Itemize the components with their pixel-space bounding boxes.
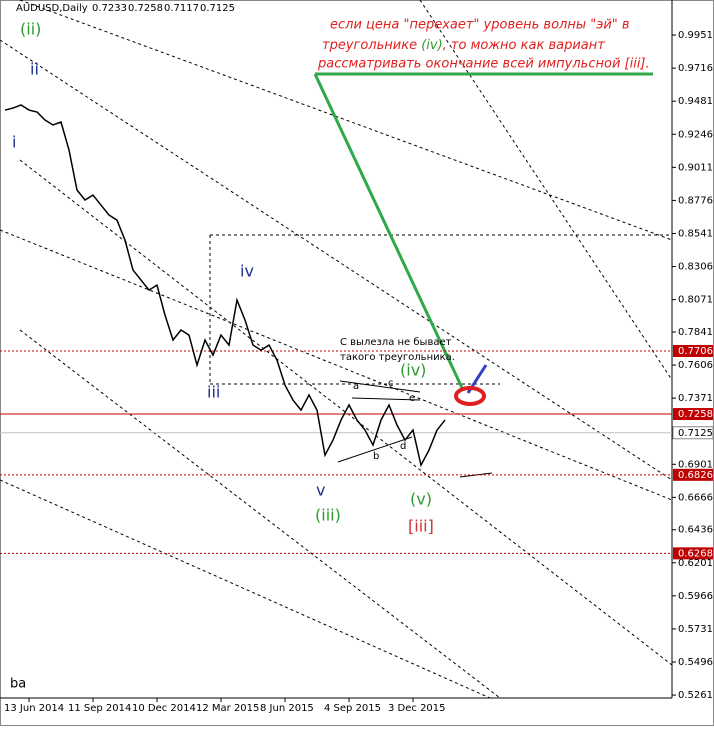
y-tick-label: 0.5966 bbox=[678, 591, 713, 602]
y-tick-label: 0.7841 bbox=[678, 327, 713, 338]
y-tick-label: 0.6901 bbox=[678, 459, 713, 470]
price-label: 0.7125 bbox=[678, 428, 713, 439]
trend-line bbox=[0, 479, 491, 699]
y-tick-label: 0.5731 bbox=[678, 624, 713, 635]
y-tick-label: 0.9481 bbox=[678, 96, 713, 107]
wave-label: ii bbox=[30, 60, 39, 79]
wave-label: (ii) bbox=[20, 20, 41, 39]
header-open: 0.7233 bbox=[92, 3, 127, 14]
highlight-ellipse bbox=[454, 386, 486, 406]
header-high: 0.7258 bbox=[128, 3, 163, 14]
y-tick-label: 0.7371 bbox=[678, 393, 713, 404]
price-label: 0.6826 bbox=[678, 470, 713, 481]
y-tick-label: 0.8541 bbox=[678, 228, 713, 239]
y-tick-label: 0.8306 bbox=[678, 262, 713, 273]
wave-label: (v) bbox=[410, 490, 432, 509]
trend-line bbox=[0, 229, 673, 501]
wave-label: (iii) bbox=[315, 506, 341, 525]
price-label-box bbox=[673, 468, 713, 481]
annotation: рассматривать окончание всей импульсной … bbox=[317, 57, 650, 72]
trend-line bbox=[0, 39, 673, 481]
y-tick-label: 0.9716 bbox=[678, 63, 713, 74]
price-label-box bbox=[673, 344, 713, 357]
price-label-box bbox=[673, 408, 713, 421]
y-tick-label: 0.5496 bbox=[678, 657, 713, 668]
trend-line bbox=[419, 0, 673, 381]
triangle-line bbox=[339, 380, 421, 393]
y-tick-label: 0.6666 bbox=[678, 492, 713, 503]
trend-line bbox=[19, 329, 501, 699]
wave-label: b bbox=[373, 451, 379, 462]
y-tick-label: 0.6436 bbox=[678, 525, 713, 536]
annotation: , то можно как вариант bbox=[443, 38, 606, 53]
triangle-line bbox=[351, 397, 421, 401]
wave-label: c bbox=[388, 378, 394, 389]
wave-label: [iii] bbox=[408, 517, 434, 536]
x-tick-label: 4 Sep 2015 bbox=[324, 703, 381, 714]
annotation: треугольнике (iv), то можно как вариант bbox=[322, 38, 605, 53]
wave-label: iv bbox=[240, 262, 254, 281]
y-tick-label: 0.9246 bbox=[678, 129, 713, 140]
note: С вылезла не бывает bbox=[340, 337, 452, 348]
corner-text: ba bbox=[10, 677, 26, 692]
header-low: 0.7117 bbox=[164, 3, 199, 14]
wave-label: iii bbox=[207, 383, 220, 402]
x-tick-label: 10 Dec 2014 bbox=[132, 703, 196, 714]
levels: 0.7706 0.7258 0.7125 0.6826 0.6268 bbox=[0, 344, 714, 560]
x-tick-label: 3 Dec 2015 bbox=[388, 703, 446, 714]
triangle bbox=[337, 380, 493, 478]
price-label-box bbox=[672, 426, 714, 440]
wave-label: e bbox=[409, 393, 415, 404]
price-label: 0.7258 bbox=[678, 409, 713, 420]
wave-label: (iv) bbox=[400, 361, 426, 380]
triangle-line bbox=[337, 436, 413, 463]
trend-line bbox=[19, 0, 673, 241]
wave-label: a bbox=[353, 381, 359, 392]
header-close: 0.7125 bbox=[200, 3, 235, 14]
header-symbol: AUDUSD,Daily bbox=[16, 3, 88, 14]
y-tick-label: 0.8071 bbox=[678, 295, 713, 306]
x-tick-label: 11 Sep 2014 bbox=[68, 703, 131, 714]
wave-label: v bbox=[316, 481, 325, 500]
y-tick-label: 0.9011 bbox=[678, 162, 713, 173]
plot bbox=[4, 104, 446, 468]
annotation: треугольнике bbox=[322, 38, 421, 53]
x-tick-label: 8 Jun 2015 bbox=[260, 703, 314, 714]
price-label-box bbox=[673, 547, 713, 560]
y-tick-label: 0.9951 bbox=[678, 30, 713, 41]
note: такого треугольника. bbox=[340, 352, 455, 363]
annotation: (iv) bbox=[421, 38, 442, 53]
wave-label: d bbox=[400, 441, 406, 452]
price-line bbox=[4, 104, 446, 468]
price-label: 0.7706 bbox=[678, 346, 713, 357]
y-tick-label: 0.7606 bbox=[678, 360, 713, 371]
trend-lines bbox=[0, 0, 673, 699]
green-line bbox=[313, 73, 465, 391]
x-tick-label: 13 Jun 2014 bbox=[4, 703, 64, 714]
annotation: если цена "перехает" уровень волны "эй" … bbox=[330, 18, 630, 33]
y-tick-label: 0.6201 bbox=[678, 558, 713, 569]
y-tick-label: 0.8776 bbox=[678, 195, 713, 206]
x-tick-label: 12 Mar 2015 bbox=[196, 703, 259, 714]
y-tick-label: 0.5261 bbox=[678, 690, 713, 701]
price-label: 0.6268 bbox=[678, 548, 713, 559]
wave-label: i bbox=[12, 133, 16, 152]
